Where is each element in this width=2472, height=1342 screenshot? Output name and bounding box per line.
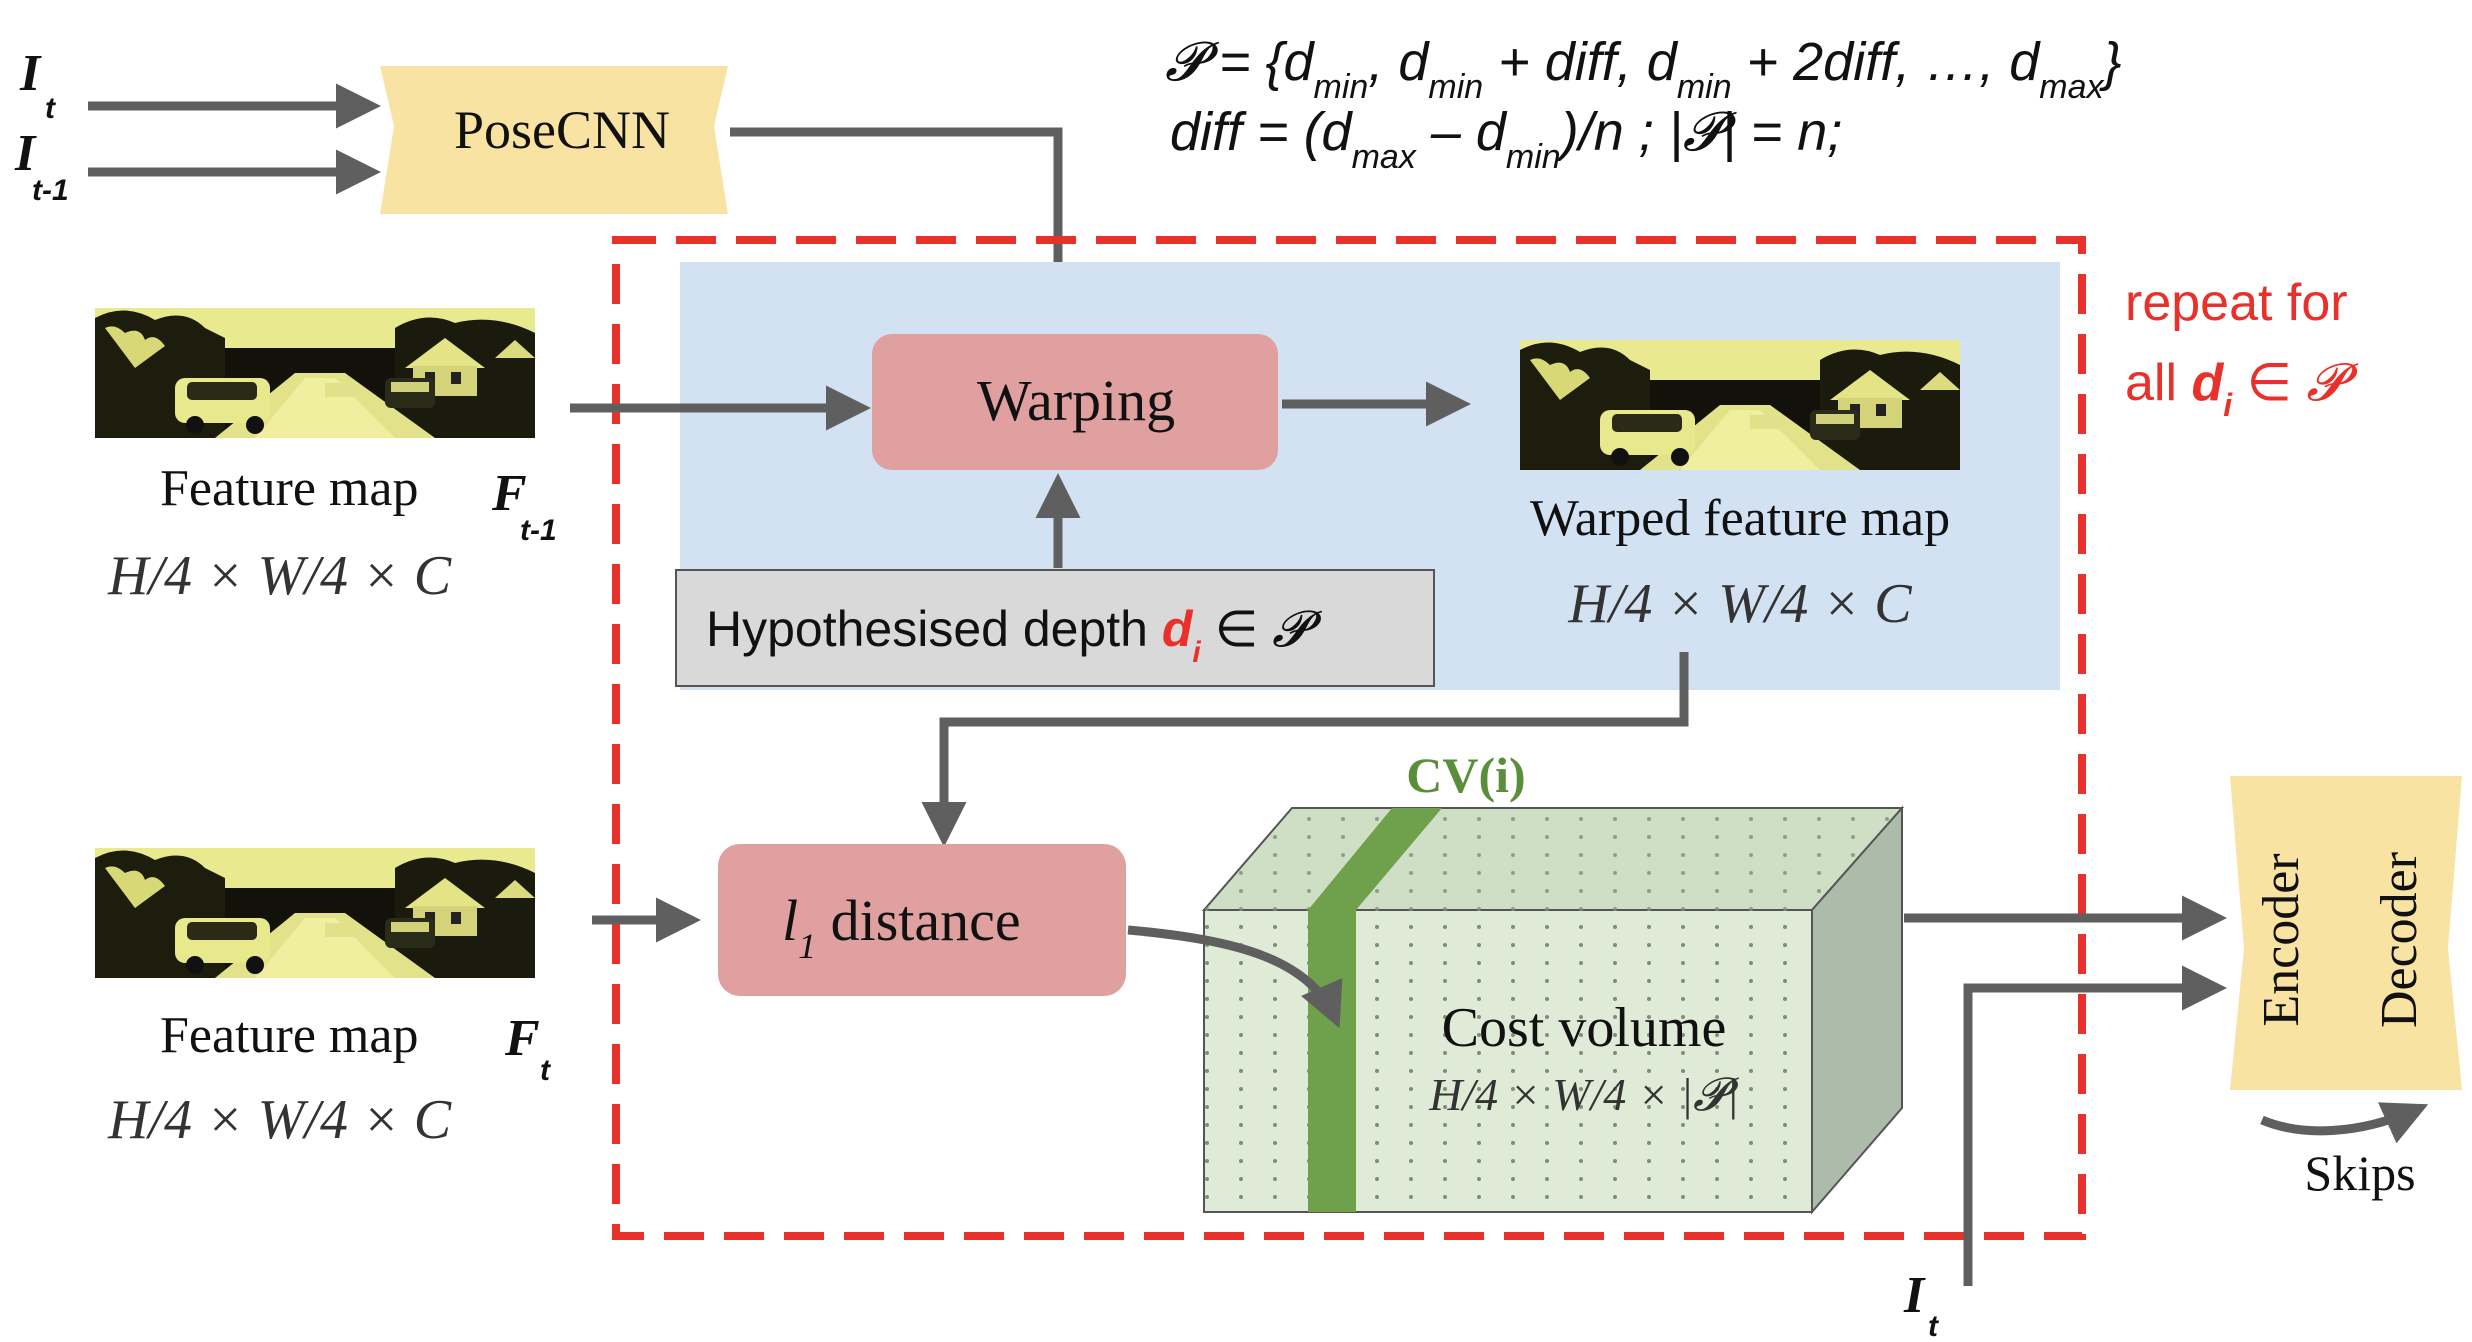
feature-map-t-symbol: F [504,1010,540,1067]
it1-subscript: t-1 [32,174,69,207]
feature-map-t1-image [95,308,535,438]
l1-to-cost-volume-arrow [1127,925,1343,1029]
feature-map-t1-label: Feature map [160,460,418,517]
hypothesis-text: Hypothesised depth di ∈ 𝓟 [706,601,1322,669]
posecnn-block: PoseCNN [380,66,728,214]
repeat-region-border [612,236,2086,1240]
posecnn-shape [380,66,728,214]
encoder-decoder-shape [2230,776,2462,1090]
bottom-it-subscript: t [1928,1310,1940,1342]
cost-volume-dots-top [1204,808,1902,910]
warped-feature-map-label: Warped feature map [1530,490,1950,547]
input-it-label: I t [19,45,57,125]
formula-line-1: 𝓟 = {dmin, dmin + diff, dmin + 2diff, …,… [1165,32,2122,106]
cost-volume-dims: H/4 × W/4 × |𝓟| [1428,1069,1739,1120]
repeat-note-line-2: all di ∈ 𝓟 [2125,354,2358,423]
encoder-label: Encoder [2253,853,2310,1026]
l1-distance-label: l1 distance [782,888,1021,966]
it-to-encoder-arrow [1963,965,2227,1286]
it1-symbol: I [14,125,37,182]
feature-map-t-subscript: t [540,1054,552,1087]
l1-distance-node: l1 distance [718,844,1126,996]
feature-map-t1-dims: H/4 × W/4 × C [107,545,452,607]
it-subscript: t [45,92,57,125]
cv-slice-label: CV(i) [1406,747,1525,803]
feature-map-t-dims: H/4 × W/4 × C [107,1089,452,1151]
skips-arrow [2260,1102,2429,1144]
input-it1-label: I t-1 [14,125,69,207]
warped-to-l1-arrow [921,652,1689,847]
bottom-it-symbol: I [1903,1267,1926,1324]
hypothesised-depth-box: Hypothesised depth di ∈ 𝓟 [675,569,1435,687]
warped-feature-map-caption: Warped feature map H/4 × W/4 × C [1530,490,1950,635]
cost-volume-label: Cost volume [1442,997,1727,1059]
feature-map-t-label: Feature map [160,1007,418,1064]
warping-label: Warping [977,368,1175,433]
l1-distance-box [718,844,1126,996]
feature-map-t1-caption: Feature map F t-1 H/4 × W/4 × C [107,460,557,607]
warping-node: Warping [872,334,1278,470]
feature-map-t-caption: Feature map F t H/4 × W/4 × C [107,1007,552,1151]
cost-volume-dots-front [1204,910,1812,1212]
decoder-label: Decoder [2371,852,2428,1028]
cv-slice-top [1308,808,1442,910]
repeat-note: repeat for all di ∈ 𝓟 [2125,274,2358,423]
posecnn-label: PoseCNN [454,100,670,160]
feature-map-t1-subscript: t-1 [520,514,557,547]
warped-feature-map-dims: H/4 × W/4 × C [1567,573,1912,635]
bottom-it-label: I t [1903,1267,1940,1342]
encoder-decoder-block: Encoder Decoder [2230,776,2462,1090]
warping-box [872,334,1278,470]
feature-map-t-image [95,848,535,978]
feature-map-t1-symbol: F [491,465,527,522]
repeat-note-line-1: repeat for [2125,274,2348,332]
formula-line-2: diff = (dmax – dmin)/n ; |𝓟| = n; [1170,102,1842,176]
it-symbol: I [19,45,42,102]
cost-volume-block: Cost volume H/4 × W/4 × |𝓟| [1201,805,1905,1215]
cv-slice-front [1308,910,1356,1212]
hypothesis-box [675,569,1435,687]
skips-label: Skips [2304,1145,2415,1201]
depth-set-formula: 𝓟 = {dmin, dmin + diff, dmin + 2diff, …,… [1165,32,2122,176]
warped-feature-map-image [1520,340,1960,470]
